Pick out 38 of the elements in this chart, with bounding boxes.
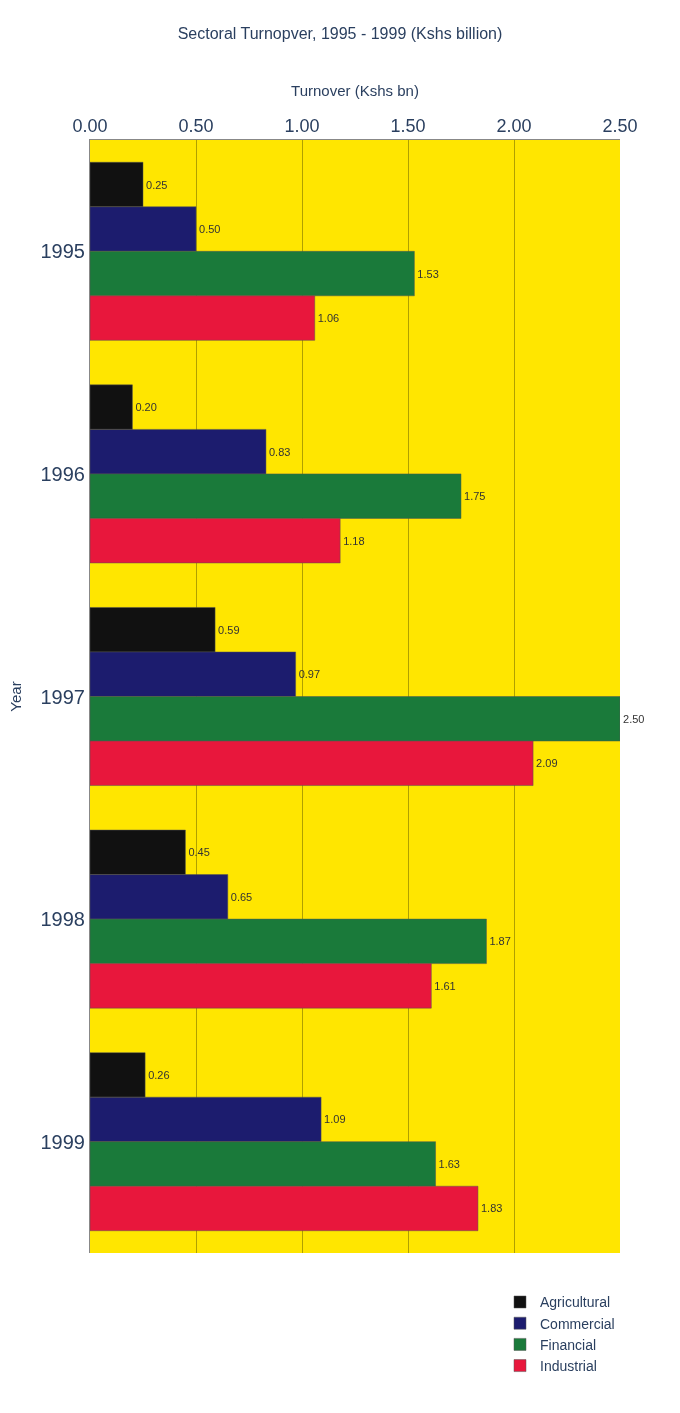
x-tick-label: 2.00 (496, 115, 532, 136)
data-label: 0.25 (146, 178, 168, 191)
y-tick-label: 1999 (40, 1130, 85, 1153)
legend-label: Commercial (540, 1315, 615, 1332)
x-tick-label: 0.50 (178, 115, 214, 136)
x-tick-label: 0.00 (72, 115, 108, 136)
legend-label: Agricultural (540, 1294, 611, 1311)
data-label: 1.63 (438, 1157, 460, 1170)
data-label: 0.59 (218, 623, 240, 636)
x-tick-label: 1.00 (284, 115, 320, 136)
data-label: 0.20 (135, 401, 157, 414)
data-label: 1.61 (434, 979, 456, 992)
chart-title: Sectoral Turnopver, 1995 - 1999 (Kshs billion) (177, 25, 503, 43)
data-label: 0.97 (298, 668, 321, 681)
data-label: 2.09 (536, 757, 558, 770)
y-tick-label: 1995 (40, 240, 85, 263)
data-label: 0.45 (188, 846, 210, 859)
y-axis-title: Year (6, 681, 24, 712)
y-tick-label: 1996 (40, 462, 85, 485)
x-axis-title: Turnover (Kshs bn) (291, 82, 419, 100)
data-label: 1.09 (324, 1113, 346, 1126)
data-label: 1.83 (480, 1202, 503, 1215)
y-tick-label: 1998 (40, 908, 85, 931)
x-tick-label: 2.50 (602, 115, 638, 136)
x-tick-label: 1.50 (390, 115, 426, 136)
legend-label: Financial (540, 1336, 597, 1353)
data-label: 1.18 (343, 534, 365, 547)
legend-label: Industrial (540, 1358, 597, 1375)
data-label: 0.83 (268, 445, 291, 458)
data-label: 1.87 (489, 935, 511, 948)
data-label: 1.06 (317, 312, 340, 325)
data-label: 0.26 (148, 1068, 170, 1081)
data-label: 1.53 (417, 267, 439, 280)
data-label: 0.50 (199, 223, 221, 236)
data-label: 0.65 (230, 890, 253, 903)
data-label: 1.75 (464, 490, 486, 503)
data-label: 2.50 (623, 712, 645, 725)
y-tick-label: 1997 (40, 685, 85, 708)
